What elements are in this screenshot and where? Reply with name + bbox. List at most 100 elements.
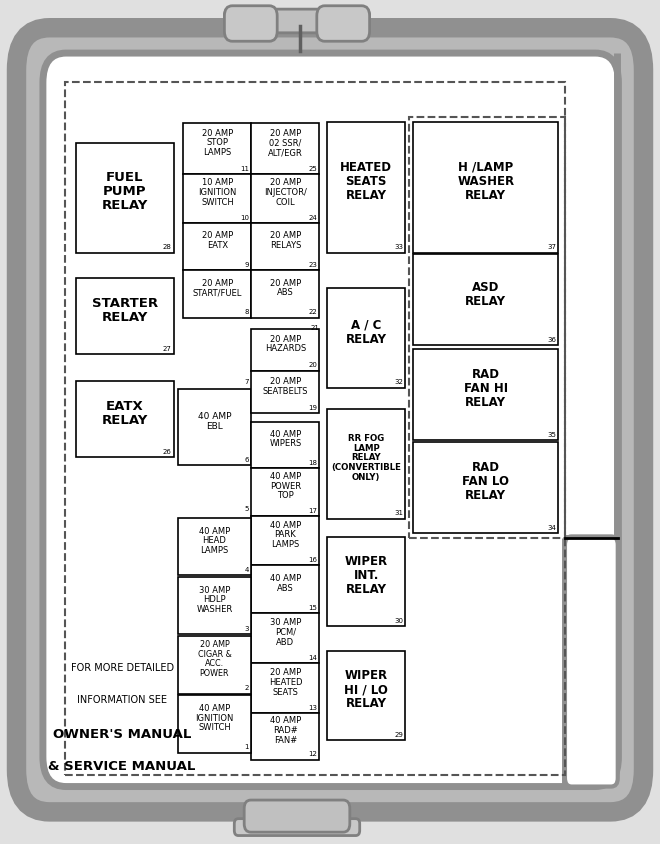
Bar bbox=[327, 289, 405, 388]
Text: FUEL
PUMP
RELAY: FUEL PUMP RELAY bbox=[102, 171, 148, 212]
Text: 29: 29 bbox=[395, 731, 403, 737]
Bar bbox=[76, 381, 174, 457]
Bar bbox=[251, 422, 319, 468]
Text: 28: 28 bbox=[163, 244, 172, 250]
Text: STARTER
RELAY: STARTER RELAY bbox=[92, 296, 158, 323]
Text: 20 AMP
STOP
LAMPS: 20 AMP STOP LAMPS bbox=[202, 128, 233, 157]
Bar bbox=[413, 255, 558, 346]
Text: 37: 37 bbox=[547, 244, 556, 250]
Text: 30: 30 bbox=[394, 617, 403, 623]
Text: 40 AMP
PARK
LAMPS: 40 AMP PARK LAMPS bbox=[270, 520, 301, 549]
Bar bbox=[65, 83, 565, 775]
Text: 5: 5 bbox=[244, 506, 249, 511]
Text: 20 AMP
CIGAR &
ACC.
POWER: 20 AMP CIGAR & ACC. POWER bbox=[197, 639, 232, 678]
Bar bbox=[327, 122, 405, 253]
Text: 40 AMP
EBL: 40 AMP EBL bbox=[198, 412, 231, 430]
Text: 24: 24 bbox=[309, 214, 317, 220]
Text: 31: 31 bbox=[394, 510, 403, 516]
Text: 20 AMP
SEATBELTS: 20 AMP SEATBELTS bbox=[263, 376, 308, 395]
Bar bbox=[178, 577, 251, 635]
Bar bbox=[76, 279, 174, 354]
Bar bbox=[251, 565, 319, 614]
Text: 21: 21 bbox=[311, 325, 319, 331]
Text: 22: 22 bbox=[309, 309, 317, 315]
Text: 34: 34 bbox=[548, 524, 556, 530]
Text: 25: 25 bbox=[309, 165, 317, 171]
Text: RAD
FAN HI
RELAY: RAD FAN HI RELAY bbox=[464, 368, 508, 408]
Text: 27: 27 bbox=[163, 345, 172, 351]
Text: 20 AMP
START/FUEL: 20 AMP START/FUEL bbox=[193, 279, 242, 297]
Text: 10 AMP
IGNITION
SWITCH: 10 AMP IGNITION SWITCH bbox=[198, 178, 237, 207]
Text: 20 AMP
02 SSR/
ALT/EGR: 20 AMP 02 SSR/ ALT/EGR bbox=[268, 128, 303, 157]
Text: 13: 13 bbox=[308, 704, 317, 710]
Bar bbox=[251, 329, 319, 371]
Text: 23: 23 bbox=[309, 262, 317, 268]
Text: H /LAMP
WASHER
RELAY: H /LAMP WASHER RELAY bbox=[457, 160, 514, 202]
Text: & SERVICE MANUAL: & SERVICE MANUAL bbox=[48, 759, 196, 771]
Text: 18: 18 bbox=[308, 459, 317, 465]
FancyBboxPatch shape bbox=[43, 54, 618, 787]
Text: 16: 16 bbox=[308, 556, 317, 562]
Bar bbox=[409, 118, 565, 538]
Text: INFORMATION SEE: INFORMATION SEE bbox=[77, 695, 167, 705]
Bar bbox=[251, 713, 319, 760]
Bar bbox=[178, 518, 251, 576]
Text: 20 AMP
RELAYS: 20 AMP RELAYS bbox=[270, 231, 301, 250]
Text: 6: 6 bbox=[244, 457, 249, 463]
Text: 40 AMP
RAD#
FAN#: 40 AMP RAD# FAN# bbox=[270, 716, 301, 744]
Text: 2: 2 bbox=[244, 684, 249, 690]
Bar bbox=[327, 652, 405, 740]
Text: 11: 11 bbox=[240, 165, 249, 171]
Bar bbox=[183, 271, 251, 318]
Text: 17: 17 bbox=[308, 507, 317, 513]
Bar bbox=[413, 442, 558, 533]
Bar bbox=[413, 122, 558, 253]
Text: 10: 10 bbox=[240, 214, 249, 220]
Text: 40 AMP
WIPERS: 40 AMP WIPERS bbox=[269, 429, 302, 448]
FancyBboxPatch shape bbox=[244, 800, 350, 832]
Text: RR FOG
LAMP
RELAY
(CONVERTIBLE
ONLY): RR FOG LAMP RELAY (CONVERTIBLE ONLY) bbox=[331, 434, 401, 481]
Text: 35: 35 bbox=[548, 431, 556, 437]
Text: 36: 36 bbox=[547, 337, 556, 343]
Bar bbox=[327, 538, 405, 626]
Text: ASD
RELAY: ASD RELAY bbox=[465, 280, 506, 307]
Text: 9: 9 bbox=[245, 262, 249, 268]
Bar bbox=[413, 349, 558, 441]
Bar bbox=[178, 390, 251, 466]
Bar bbox=[178, 636, 251, 694]
Text: 20 AMP
ABS: 20 AMP ABS bbox=[270, 279, 301, 297]
Text: 30 AMP
HDLP
WASHER: 30 AMP HDLP WASHER bbox=[197, 585, 232, 614]
Bar bbox=[251, 468, 319, 517]
Bar bbox=[251, 517, 319, 565]
FancyBboxPatch shape bbox=[317, 7, 370, 42]
Text: EATX
RELAY: EATX RELAY bbox=[102, 399, 148, 426]
Bar bbox=[251, 175, 319, 224]
Text: 14: 14 bbox=[309, 654, 317, 660]
Text: OWNER'S MANUAL: OWNER'S MANUAL bbox=[53, 727, 191, 739]
FancyBboxPatch shape bbox=[224, 10, 370, 34]
Text: HEATED
SEATS
RELAY: HEATED SEATS RELAY bbox=[341, 160, 392, 202]
Text: RAD
FAN LO
RELAY: RAD FAN LO RELAY bbox=[462, 461, 510, 501]
Text: 4: 4 bbox=[244, 566, 249, 572]
Text: A / C
RELAY: A / C RELAY bbox=[346, 318, 387, 345]
Bar bbox=[178, 695, 251, 753]
Bar bbox=[76, 143, 174, 253]
Text: WIPER
HI / LO
RELAY: WIPER HI / LO RELAY bbox=[345, 668, 388, 710]
Text: 12: 12 bbox=[309, 750, 317, 756]
Bar bbox=[251, 663, 319, 713]
Text: 40 AMP
ABS: 40 AMP ABS bbox=[270, 573, 301, 592]
Text: FOR MORE DETAILED: FOR MORE DETAILED bbox=[71, 663, 174, 673]
FancyBboxPatch shape bbox=[224, 7, 277, 42]
FancyBboxPatch shape bbox=[565, 537, 618, 787]
Text: 30 AMP
PCM/
ABD: 30 AMP PCM/ ABD bbox=[270, 618, 301, 646]
Text: 8: 8 bbox=[245, 309, 249, 315]
Bar bbox=[251, 124, 319, 175]
Text: 40 AMP
POWER
TOP: 40 AMP POWER TOP bbox=[270, 472, 301, 500]
Text: 15: 15 bbox=[309, 604, 317, 610]
Bar bbox=[327, 409, 405, 519]
Text: 3: 3 bbox=[244, 625, 249, 631]
Bar bbox=[251, 614, 319, 663]
Bar bbox=[251, 271, 319, 318]
Text: 20: 20 bbox=[309, 362, 317, 368]
Bar bbox=[183, 224, 251, 271]
